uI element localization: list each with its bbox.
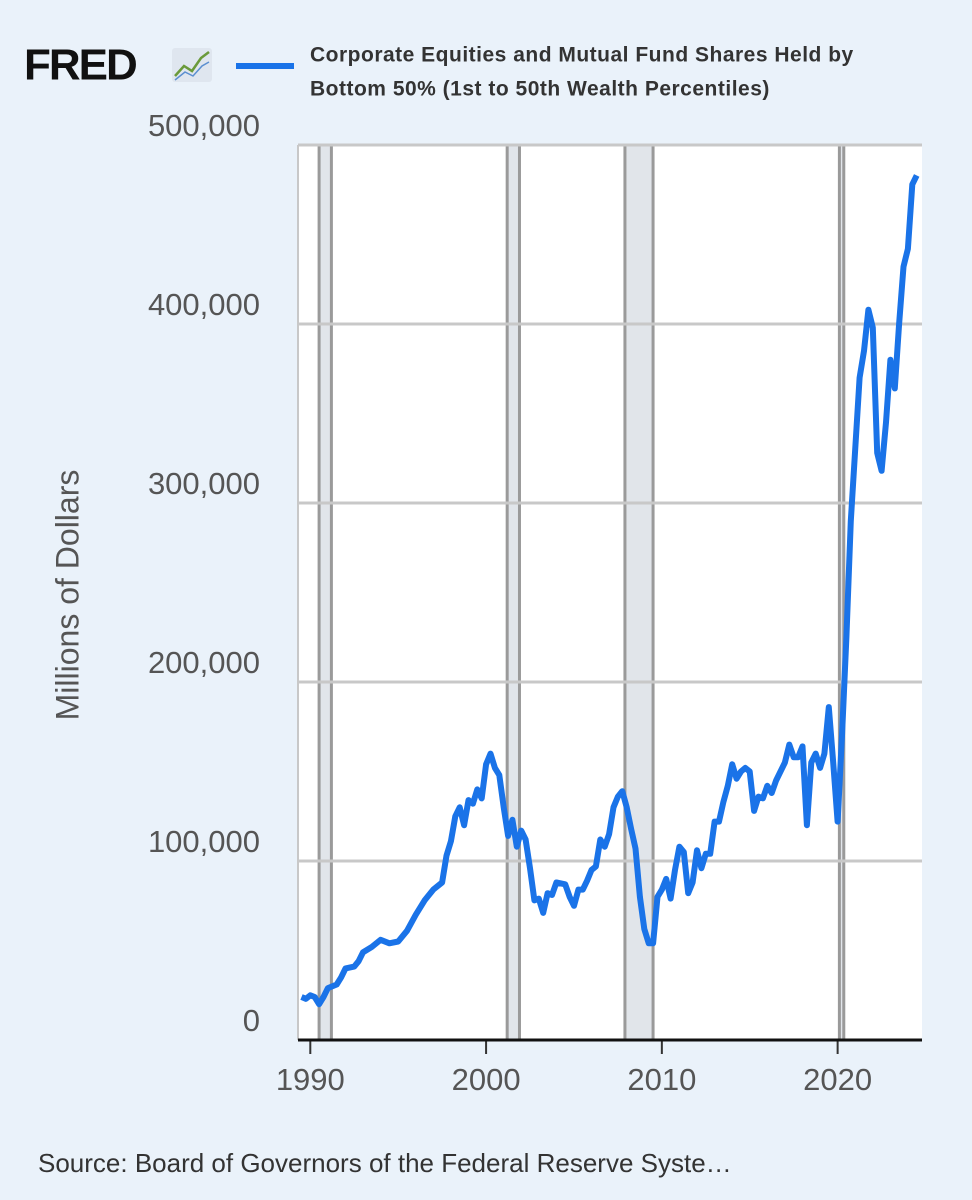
- chart-title: Bottom 50% (1st to 50th Wealth Percentil…: [310, 78, 770, 101]
- y-tick-label: 200,000: [148, 645, 260, 680]
- y-tick-label: 400,000: [148, 287, 260, 322]
- x-tick-label: 1990: [276, 1062, 345, 1097]
- y-tick-label: 300,000: [148, 466, 260, 501]
- logo-icon: [172, 48, 212, 82]
- x-tick-label: 2020: [803, 1062, 872, 1097]
- series-line: [300, 174, 920, 1008]
- y-tick-label: 0: [243, 1003, 260, 1038]
- plot-area: [298, 145, 922, 1040]
- recession-bar: [317, 143, 333, 1042]
- logo: FRED: [24, 41, 136, 90]
- x-tick-label: 2010: [627, 1062, 696, 1097]
- chart-title: Corporate Equities and Mutual Fund Share…: [310, 44, 854, 67]
- source: Source: Board of Governors of the Federa…: [38, 1148, 732, 1178]
- x-tick-label: 2000: [452, 1062, 521, 1097]
- y-tick-label: 500,000: [148, 108, 260, 143]
- y-tick-label: 100,000: [148, 824, 260, 859]
- recession-bar: [837, 143, 846, 1042]
- recession-bar: [505, 143, 521, 1042]
- y-axis-label: Millions of Dollars: [49, 470, 85, 721]
